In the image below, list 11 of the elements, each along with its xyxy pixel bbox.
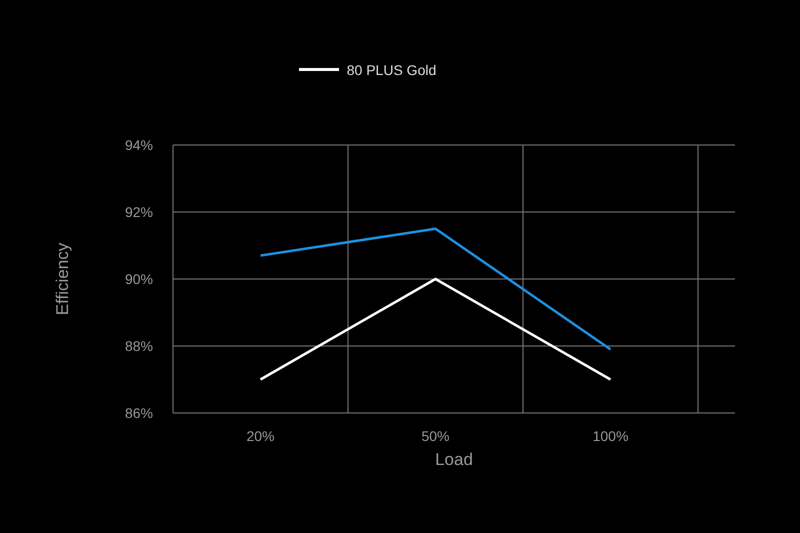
y-tick-label: 92% [124, 204, 153, 220]
x-tick-label: 20% [246, 428, 275, 444]
y-axis-title: Efficiency [53, 242, 72, 316]
x-tick-label: 50% [421, 428, 450, 444]
y-tick-label: 94% [124, 136, 153, 153]
legend-label: 80 PLUS Gold [346, 62, 436, 78]
x-tick-label: 100% [592, 428, 628, 444]
y-tick-label: 86% [124, 404, 153, 421]
y-tick-label: 88% [124, 338, 153, 354]
y-tick-label: 90% [124, 270, 153, 287]
x-axis-title: Load [435, 450, 473, 470]
